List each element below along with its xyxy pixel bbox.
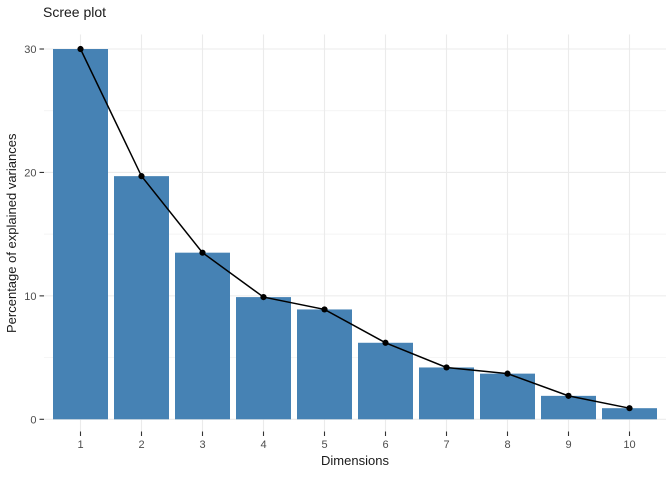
bar	[114, 176, 169, 420]
data-point	[260, 294, 267, 301]
data-point	[321, 306, 328, 313]
x-tick-label: 2	[138, 439, 144, 451]
x-axis-title: Dimensions	[321, 453, 389, 468]
axis-tick-labels: 0 10 20 30 1 2 3 4 5 6 7 8 9 10	[24, 44, 635, 451]
data-point	[138, 173, 145, 180]
y-tick-label: 20	[24, 167, 36, 179]
data-point	[504, 370, 511, 377]
bar	[297, 309, 352, 420]
data-point	[443, 364, 450, 371]
bar	[175, 252, 230, 420]
data-point	[382, 339, 389, 346]
axis-ticks	[39, 48, 631, 436]
x-tick-label: 8	[504, 439, 510, 451]
y-tick-label: 0	[30, 414, 36, 426]
data-point	[626, 405, 633, 412]
y-axis-title: Percentage of explained variances	[4, 133, 19, 333]
bars	[53, 49, 657, 420]
data-point	[199, 249, 206, 256]
bar	[602, 408, 657, 420]
x-tick-label: 3	[199, 439, 205, 451]
x-tick-label: 9	[565, 439, 571, 451]
x-tick-label: 7	[443, 439, 449, 451]
bar	[541, 395, 596, 420]
x-tick-label: 1	[77, 439, 83, 451]
bar	[236, 297, 291, 420]
chart-title: Scree plot	[43, 4, 107, 20]
data-points	[77, 45, 633, 412]
y-tick-label: 10	[24, 291, 36, 303]
y-tick-label: 30	[24, 44, 36, 56]
bar	[53, 49, 108, 420]
bar	[480, 373, 535, 420]
x-tick-label: 5	[321, 439, 327, 451]
bar	[419, 367, 474, 420]
data-point	[565, 392, 572, 399]
x-tick-label: 6	[382, 439, 388, 451]
variance-line	[79, 48, 630, 409]
bar	[358, 342, 413, 420]
x-tick-label: 10	[623, 439, 635, 451]
x-tick-label: 4	[260, 439, 266, 451]
data-point	[77, 45, 84, 53]
